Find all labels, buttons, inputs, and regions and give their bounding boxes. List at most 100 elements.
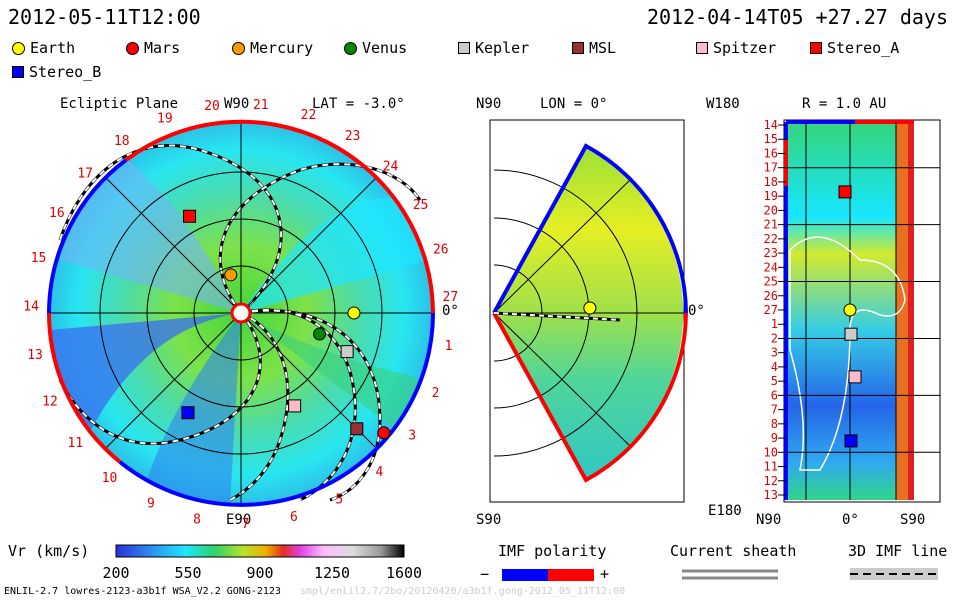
legend-kepler: Kepler — [458, 39, 558, 57]
ecliptic-boundary-negative-b — [47, 158, 128, 314]
legend-earth: Earth — [12, 39, 112, 57]
ecliptic-lat-label: LAT = -3.0° — [312, 96, 405, 112]
ecliptic-day-7: 7 — [242, 517, 250, 532]
ecliptic-day-4: 4 — [376, 465, 384, 480]
imf3d-legend-line — [850, 568, 938, 580]
mercury-marker — [224, 268, 238, 282]
colorbar-tick-900: 900 — [246, 564, 273, 582]
earthview-tick-13: 13 — [764, 488, 778, 502]
ecliptic-green-region — [241, 313, 430, 440]
legend-mars: Mars — [126, 39, 218, 57]
earthview-tick-2: 2 — [771, 331, 778, 345]
stereo-b-marker — [844, 434, 858, 448]
colorbar-tick-1250: 1250 — [314, 564, 350, 582]
earthview-tick-9: 9 — [771, 431, 778, 445]
ecliptic-slow-region-a — [50, 313, 241, 500]
kepler-marker-icon — [458, 42, 470, 54]
colorbar-ticks: 200 550 900 1250 1600 — [102, 564, 422, 582]
mer-boundary-south — [492, 312, 688, 483]
stereo-a-marker — [183, 209, 197, 223]
imf3d-label: 3D IMF line — [848, 542, 948, 560]
footer-path: smpl/enlil2.7/2bo/20120420/a3b1f.gong-20… — [300, 586, 626, 597]
ecliptic-boundary-positive — [124, 119, 435, 314]
spiral-dash-6 — [219, 163, 421, 314]
legend-mercury: Mercury — [232, 39, 330, 57]
earthview-tick-12: 12 — [764, 474, 778, 488]
ecliptic-day-27: 27 — [443, 290, 459, 305]
earthview-tick-16: 16 — [764, 146, 778, 160]
ecliptic-day-19: 19 — [157, 111, 173, 126]
ecliptic-day-15: 15 — [31, 251, 47, 266]
legend-spitzer: Spitzer — [696, 39, 796, 57]
colorbar-gradient — [115, 544, 405, 558]
ecliptic-cyan-region — [241, 197, 430, 313]
earth-marker — [583, 301, 597, 315]
kepler-marker — [340, 345, 354, 359]
venus-marker-icon — [344, 41, 357, 55]
earthview-hgrid — [786, 167, 940, 453]
earthview-tick-11: 11 — [764, 460, 778, 474]
spitzer-marker — [288, 399, 302, 413]
legend-msl: MSL — [572, 39, 682, 57]
earthview-tick-1: 1 — [771, 317, 778, 331]
mars-marker — [377, 426, 391, 440]
earthview-e180-label: E180 — [708, 503, 742, 519]
earthview-tick-20: 20 — [764, 203, 778, 217]
earthview-w180-label: W180 — [706, 96, 740, 112]
ecliptic-day-25: 25 — [413, 198, 429, 213]
earthview-tick-6: 6 — [771, 388, 778, 402]
earthview-sheath-contour — [789, 236, 906, 471]
meridional-lon-label: LON = 0° — [540, 96, 608, 112]
earthview-tick-25: 25 — [764, 275, 778, 289]
ecliptic-w90-label: W90 — [224, 96, 250, 112]
ecliptic-title: Ecliptic Plane — [60, 96, 179, 112]
spiral-1 — [58, 144, 283, 315]
ecliptic-bodies — [181, 209, 391, 440]
earthview-tick-21: 21 — [764, 218, 778, 232]
earthview-title: R = 1.0 AU — [802, 96, 887, 112]
ecliptic-boundary-negative-a — [118, 312, 435, 507]
mer-lat-45s — [493, 312, 631, 447]
earthview-tick-10: 10 — [764, 445, 778, 459]
earthview-tick-3: 3 — [771, 346, 778, 360]
legend-stereo-b: Stereo_B — [12, 63, 101, 81]
ecliptic-day-13: 13 — [27, 348, 43, 363]
ecliptic-day-1: 1 — [445, 339, 453, 354]
mer-lat-45n — [493, 179, 631, 314]
colorbar-tick-1600: 1600 — [386, 564, 422, 582]
ecliptic-day-17: 17 — [77, 166, 93, 181]
ecliptic-day-16: 16 — [49, 206, 65, 221]
mercury-marker-icon — [232, 41, 245, 55]
earthview-tick-14: 14 — [764, 118, 778, 132]
imf-minus-label: − — [480, 565, 490, 583]
ecliptic-day-20: 20 — [204, 99, 220, 114]
spitzer-marker — [848, 370, 862, 384]
ecliptic-day-14: 14 — [23, 299, 39, 314]
ecliptic-day-2: 2 — [432, 386, 440, 401]
colorbar-label: Vr (km/s) — [8, 542, 90, 560]
imf-polarity-label: IMF polarity — [498, 542, 607, 560]
earth-marker-icon — [12, 41, 25, 55]
earthview-tick-27: 27 — [764, 303, 778, 317]
earthview-tick-23: 23 — [764, 246, 778, 260]
earthview-tick-7: 7 — [771, 403, 778, 417]
ecliptic-slow-region-c — [60, 140, 241, 313]
stereo-a-marker — [838, 185, 852, 199]
legend-venus: Venus — [344, 39, 444, 57]
ecliptic-day-5: 5 — [335, 493, 343, 508]
colorbar: 200 550 900 1250 1600 — [102, 544, 422, 582]
earth-marker — [347, 306, 361, 320]
ecliptic-day-8: 8 — [193, 512, 201, 527]
kepler-marker — [844, 327, 858, 341]
msl-marker — [350, 422, 364, 436]
spitzer-marker-icon — [696, 42, 708, 54]
spiral-dash-5 — [229, 312, 289, 501]
venus-marker — [313, 327, 327, 341]
colorbar-tick-200: 200 — [102, 564, 129, 582]
meridional-0deg-label: 0° — [688, 303, 705, 319]
earthview-bodies — [838, 185, 862, 448]
legend-row-1: Earth Mars Mercury Venus Kepler MSL Spit… — [12, 39, 924, 57]
